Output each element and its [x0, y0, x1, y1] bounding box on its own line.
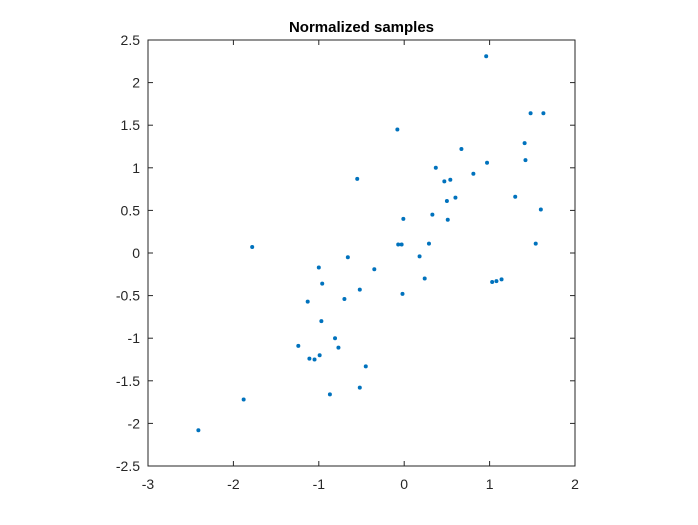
data-point [522, 141, 527, 146]
data-point [430, 212, 435, 217]
data-point [342, 297, 347, 302]
data-point [317, 353, 322, 358]
data-point [445, 217, 450, 222]
data-point [319, 319, 324, 324]
data-point [396, 242, 401, 247]
data-point [426, 241, 431, 246]
data-point [541, 111, 546, 116]
data-point [399, 242, 404, 247]
y-tick-label: -2.5 [116, 458, 140, 474]
data-point [305, 299, 310, 304]
y-tick-label: -1.5 [116, 373, 140, 389]
x-tick-label: 2 [571, 476, 579, 492]
x-tick-label: -1 [313, 476, 326, 492]
y-tick-label: -0.5 [116, 288, 140, 304]
data-point [336, 345, 341, 350]
x-tick-label: -2 [227, 476, 240, 492]
y-tick-label: 2 [132, 75, 140, 91]
chart-title: Normalized samples [289, 19, 434, 36]
data-point [528, 111, 533, 116]
data-point [433, 165, 438, 170]
data-point [196, 428, 201, 433]
data-point [401, 216, 406, 221]
y-tick-label: -2 [128, 415, 141, 431]
y-tick-label: 0.5 [121, 202, 141, 218]
data-point [372, 267, 377, 272]
data-point [363, 364, 368, 369]
x-axis-ticks: -3 -2 -1 0 1 2 [142, 40, 579, 492]
data-point [484, 54, 489, 59]
data-point [494, 279, 499, 284]
y-tick-label: -1 [128, 330, 141, 346]
data-point [320, 281, 325, 286]
data-point [357, 385, 362, 390]
data-point [485, 160, 490, 165]
data-point [327, 392, 332, 397]
y-tick-label: 0 [132, 245, 140, 261]
y-tick-label: 2.5 [121, 32, 141, 48]
y-tick-label: 1 [132, 160, 140, 176]
data-point [453, 195, 458, 200]
data-point [395, 127, 400, 132]
data-point [357, 287, 362, 292]
data-point [316, 265, 321, 270]
x-tick-label: 1 [486, 476, 494, 492]
y-tick-label: 1.5 [121, 117, 141, 133]
x-tick-label: -3 [142, 476, 155, 492]
data-point [400, 291, 405, 296]
data-point [417, 254, 422, 259]
data-point [333, 336, 338, 341]
data-point [513, 194, 518, 199]
data-point [442, 179, 447, 184]
y-axis-ticks: -2.5 -2 -1.5 -1 -0.5 0 0.5 1 1.5 2 2.5 [116, 32, 575, 474]
data-point [538, 207, 543, 212]
data-point [459, 147, 464, 152]
data-point [250, 245, 255, 250]
data-point [523, 158, 528, 163]
data-point [422, 276, 427, 281]
x-tick-label: 0 [400, 476, 408, 492]
data-points [196, 54, 546, 433]
data-point [444, 199, 449, 204]
data-point [490, 279, 495, 284]
data-point [499, 277, 504, 282]
data-point [296, 343, 301, 348]
data-point [533, 241, 538, 246]
data-point [448, 177, 453, 182]
data-point [471, 171, 476, 176]
data-point [355, 176, 360, 181]
plot-area: -3 -2 -1 0 1 2 -2.5 -2 -1.5 -1 -0.5 0 0.5 1 1.5 2 2.5 [116, 32, 579, 492]
data-point [307, 356, 312, 361]
data-point [241, 397, 246, 402]
data-point [345, 255, 350, 260]
data-point [312, 357, 317, 362]
